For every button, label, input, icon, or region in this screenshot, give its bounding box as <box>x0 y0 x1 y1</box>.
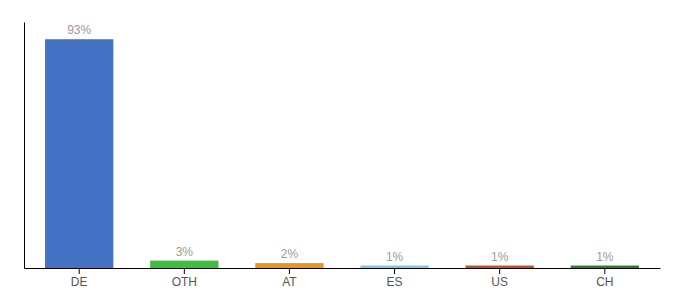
x-tick-mark <box>604 268 605 274</box>
x-tick: US <box>491 268 508 289</box>
x-tick-mark <box>394 268 395 274</box>
plot-area: DE OTH AT ES US CH 93% 3% 2% 1% 1% 1% <box>25 23 661 289</box>
bars <box>45 39 639 268</box>
x-tick-label: AT <box>282 275 297 289</box>
x-tick-label: US <box>491 275 508 289</box>
x-tick: CH <box>596 268 613 289</box>
data-label: 1% <box>386 250 404 264</box>
x-tick: ES <box>387 268 403 289</box>
bar <box>360 266 428 268</box>
data-labels: 93% 3% 2% 1% 1% 1% <box>67 23 614 263</box>
chart-container: DE OTH AT ES US CH 93% 3% 2% 1% 1% 1% <box>0 0 680 300</box>
x-tick-mark <box>289 268 290 274</box>
chart-svg: DE OTH AT ES US CH 93% 3% 2% 1% 1% 1% <box>0 0 680 300</box>
x-tick-mark <box>79 268 80 274</box>
data-label: 3% <box>176 245 194 259</box>
data-label: 1% <box>596 250 614 264</box>
x-tick: AT <box>282 268 297 289</box>
x-axis: DE OTH AT ES US CH <box>25 268 661 289</box>
bar <box>571 266 639 268</box>
bar <box>150 261 218 268</box>
x-tick-label: DE <box>71 275 88 289</box>
x-tick-label: ES <box>387 275 403 289</box>
y-axis-line <box>24 23 25 269</box>
x-tick: OTH <box>172 268 197 289</box>
x-axis-line <box>25 268 661 269</box>
y-axis <box>24 23 25 269</box>
data-label: 2% <box>281 247 299 261</box>
bar <box>466 266 534 268</box>
x-tick: DE <box>71 268 88 289</box>
data-label: 93% <box>67 23 91 37</box>
x-tick-mark <box>499 268 500 274</box>
bar <box>45 39 113 268</box>
x-tick-mark <box>184 268 185 274</box>
bar <box>255 263 323 268</box>
x-tick-label: OTH <box>172 275 197 289</box>
x-tick-label: CH <box>596 275 613 289</box>
data-label: 1% <box>491 250 509 264</box>
